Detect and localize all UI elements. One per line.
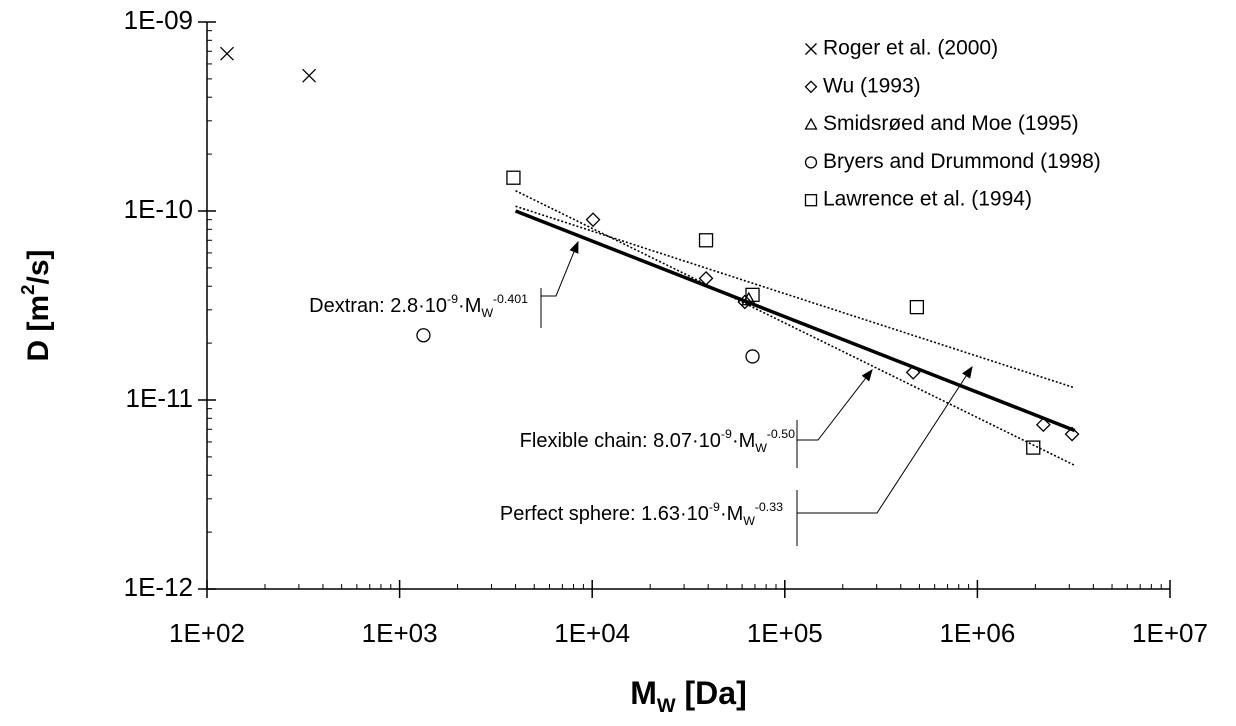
annotation-arrow xyxy=(797,369,873,441)
x-tick-label: 1E+04 xyxy=(554,618,630,648)
legend-marker xyxy=(804,194,818,207)
y-tick-label: 1E-11 xyxy=(126,383,193,413)
marker-diamond xyxy=(585,212,601,228)
fit-annotation-part: ·M xyxy=(458,295,481,317)
legend-marker xyxy=(805,43,817,55)
fit-line xyxy=(515,190,1076,467)
y-axis-title-part: /s] xyxy=(22,249,55,284)
marker-x xyxy=(302,68,317,83)
x-tick-label: 1E+03 xyxy=(362,618,438,648)
x-axis-title-part: M xyxy=(630,675,657,711)
legend-label: Smidsrøed and Moe (1995) xyxy=(823,112,1079,135)
x-axis-title-part: [Da] xyxy=(676,675,747,711)
marker-diamond xyxy=(1035,417,1051,433)
fit-annotation-part: -9 xyxy=(721,427,732,441)
legend-label: Wu (1993) xyxy=(823,74,921,97)
marker-diamond xyxy=(698,270,714,286)
fit-annotation-part: Perfect sphere: 1.63·10 xyxy=(500,503,709,525)
fit-annotation-part: W xyxy=(481,306,493,320)
x-axis-title-part: W xyxy=(657,695,676,717)
y-tick-label: 1E-12 xyxy=(124,572,193,602)
legend-marker xyxy=(804,80,818,94)
fit-annotation-part: -0.50 xyxy=(767,427,795,441)
fit-annotation: Flexible chain: 8.07·10-9·MW-0.50 xyxy=(520,427,795,455)
marker-circle xyxy=(416,328,431,343)
y-tick-label: 1E-10 xyxy=(124,194,193,224)
fit-annotation-part: W xyxy=(743,514,755,528)
x-tick-label: 1E+02 xyxy=(169,618,245,648)
legend-label: Bryers and Drummond (1998) xyxy=(823,150,1101,173)
x-tick-label: 1E+05 xyxy=(747,618,823,648)
marker-square xyxy=(909,299,925,315)
legend-label: Lawrence et al. (1994) xyxy=(823,188,1032,211)
x-tick-label: 1E+06 xyxy=(939,618,1015,648)
fit-annotation-part: W xyxy=(755,441,767,455)
y-axis-title-part: 2 xyxy=(17,285,38,295)
fit-annotation-part: Flexible chain: 8.07·10 xyxy=(520,430,721,452)
marker-square xyxy=(745,287,760,303)
legend-label: Roger et al. (2000) xyxy=(823,37,998,60)
fit-annotation-part: -0.401 xyxy=(493,292,528,306)
y-axis-title: D [m2/s] xyxy=(17,249,55,361)
marker-square xyxy=(698,233,714,248)
annotation-arrow xyxy=(797,365,973,514)
fit-annotation-part: -9 xyxy=(447,292,458,306)
marker-x xyxy=(220,46,234,61)
legend-marker xyxy=(804,117,818,130)
fit-annotation-part: Dextran: 2.8·10 xyxy=(309,295,447,317)
marker-circle xyxy=(745,349,760,364)
y-axis-title-part: D [m xyxy=(22,295,55,362)
marker-diamond xyxy=(905,364,921,380)
fit-line xyxy=(514,209,1076,433)
marker-diamond xyxy=(1064,426,1080,442)
annotation-arrow xyxy=(541,240,579,297)
fit-annotation: Perfect sphere: 1.63·10-9·MW-0.33 xyxy=(500,500,783,528)
x-tick-label: 1E+07 xyxy=(1132,618,1208,648)
fit-line xyxy=(515,205,1075,389)
marker-square xyxy=(506,170,521,185)
marker-diamond xyxy=(737,294,753,310)
fit-annotation-part: -9 xyxy=(709,500,720,514)
marker-square xyxy=(1026,440,1041,455)
x-axis-title: MW [Da] xyxy=(630,675,746,717)
legend-marker xyxy=(804,156,818,169)
fit-annotation: Dextran: 2.8·10-9·MW-0.401 xyxy=(309,292,528,320)
fit-annotation-part: ·M xyxy=(732,430,755,452)
y-tick-label: 1E-09 xyxy=(124,5,193,35)
fit-annotation-part: ·M xyxy=(720,503,743,525)
fit-annotation-part: -0.33 xyxy=(755,500,783,514)
